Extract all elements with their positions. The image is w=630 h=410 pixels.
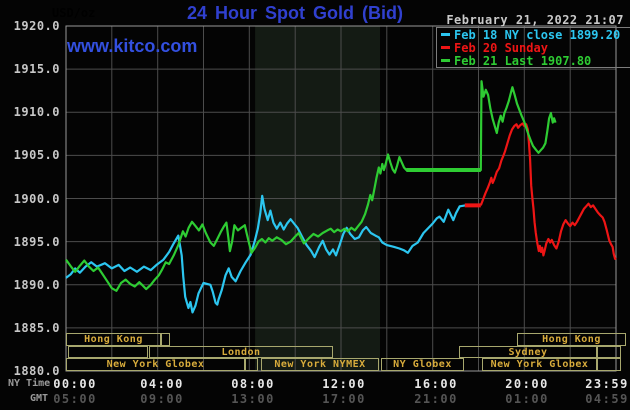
x-axis-tick-ny: 08:00: [231, 377, 275, 391]
session-box-new-york-globex: New York Globex: [66, 358, 245, 371]
x-axis-gmt-row-label: GMT: [30, 393, 49, 404]
x-axis-tick-gmt: 05:00: [53, 392, 97, 406]
x-axis-tick-ny: 16:00: [414, 377, 458, 391]
x-axis-tick-ny: 12:00: [322, 377, 366, 391]
legend: Feb 18 NY close 1899.20 Feb 20 Sunday Feb …: [436, 27, 630, 68]
legend-dash-icon: [441, 59, 450, 62]
session-box-empty: [597, 358, 621, 371]
kitco-watermark-link[interactable]: www.kitco.com: [67, 36, 198, 56]
x-axis-tick-ny: 20:00: [505, 377, 549, 391]
session-box-hong-kong: Hong Kong: [517, 333, 626, 346]
x-axis-tick-ny: 04:00: [140, 377, 184, 391]
y-axis-tick-label: 1895.0: [13, 234, 60, 249]
y-axis-tick-label: 1900.0: [13, 191, 60, 206]
legend-item-label: Feb 20 Sunday: [454, 41, 548, 55]
y-axis-tick-label: 1890.0: [13, 277, 60, 292]
legend-item: Feb 18 NY close 1899.20: [440, 29, 630, 42]
x-axis-tick-ny: 00:00: [53, 377, 97, 391]
y-axis-tick-label: 1920.0: [13, 19, 60, 33]
legend-item-label: Feb 18 NY close 1899.20: [454, 28, 621, 42]
session-box-sydney: Sydney: [459, 345, 597, 358]
legend-item: Feb 20 Sunday: [440, 42, 630, 55]
legend-dash-icon: [441, 46, 450, 49]
x-axis-tick-gmt: 04:59: [585, 392, 629, 406]
session-box-empty: [597, 345, 621, 358]
session-box-new-york-globex: New York Globex: [482, 358, 597, 371]
x-axis-tick-ny: 23:59: [585, 377, 629, 391]
x-axis-tick-gmt: 01:00: [505, 392, 549, 406]
session-box-empty: [245, 358, 258, 371]
series-line-feb-18-ny-close: [65, 194, 466, 314]
x-axis-tick-gmt: 21:00: [414, 392, 458, 406]
datetime-label: February 21, 2022 21:07: [446, 13, 624, 27]
session-box-ny-globex: NY Globex: [381, 358, 464, 371]
y-axis-tick-label: 1915.0: [13, 62, 60, 77]
session-box-empty: [161, 333, 170, 346]
legend-dash-icon: [441, 33, 450, 36]
x-axis-tick-gmt: 17:00: [322, 392, 366, 406]
x-axis-tick-gmt: 09:00: [140, 392, 184, 406]
session-box-new-york-nymex: New York NYMEX: [261, 358, 379, 371]
plot-border: [65, 25, 617, 372]
y-axis-tick-label: 1910.0: [13, 105, 60, 120]
y-axis-tick-label: 1905.0: [13, 148, 60, 163]
session-box-london: London: [149, 345, 333, 358]
y-axis-tick-label: 1885.0: [13, 320, 60, 335]
series-line-feb-20-sunday: [479, 122, 617, 260]
legend-item-label: Feb 21 Last 1907.80: [454, 54, 592, 68]
legend-item: Feb 21 Last 1907.80: [440, 55, 630, 68]
x-axis-tick-gmt: 13:00: [231, 392, 275, 406]
session-box-hong-kong: Hong Kong: [66, 333, 161, 346]
y-axis-tick-label: 1880.0: [13, 364, 60, 378]
y-axis-unit-label: USD/oz: [52, 6, 96, 20]
page-title: 24 Hour Spot Gold (Bid): [187, 3, 403, 23]
series-line-feb-21-last: [65, 80, 557, 292]
session-box-empty: [68, 345, 148, 358]
x-axis-nytime-row-label: NY Time: [8, 378, 51, 389]
